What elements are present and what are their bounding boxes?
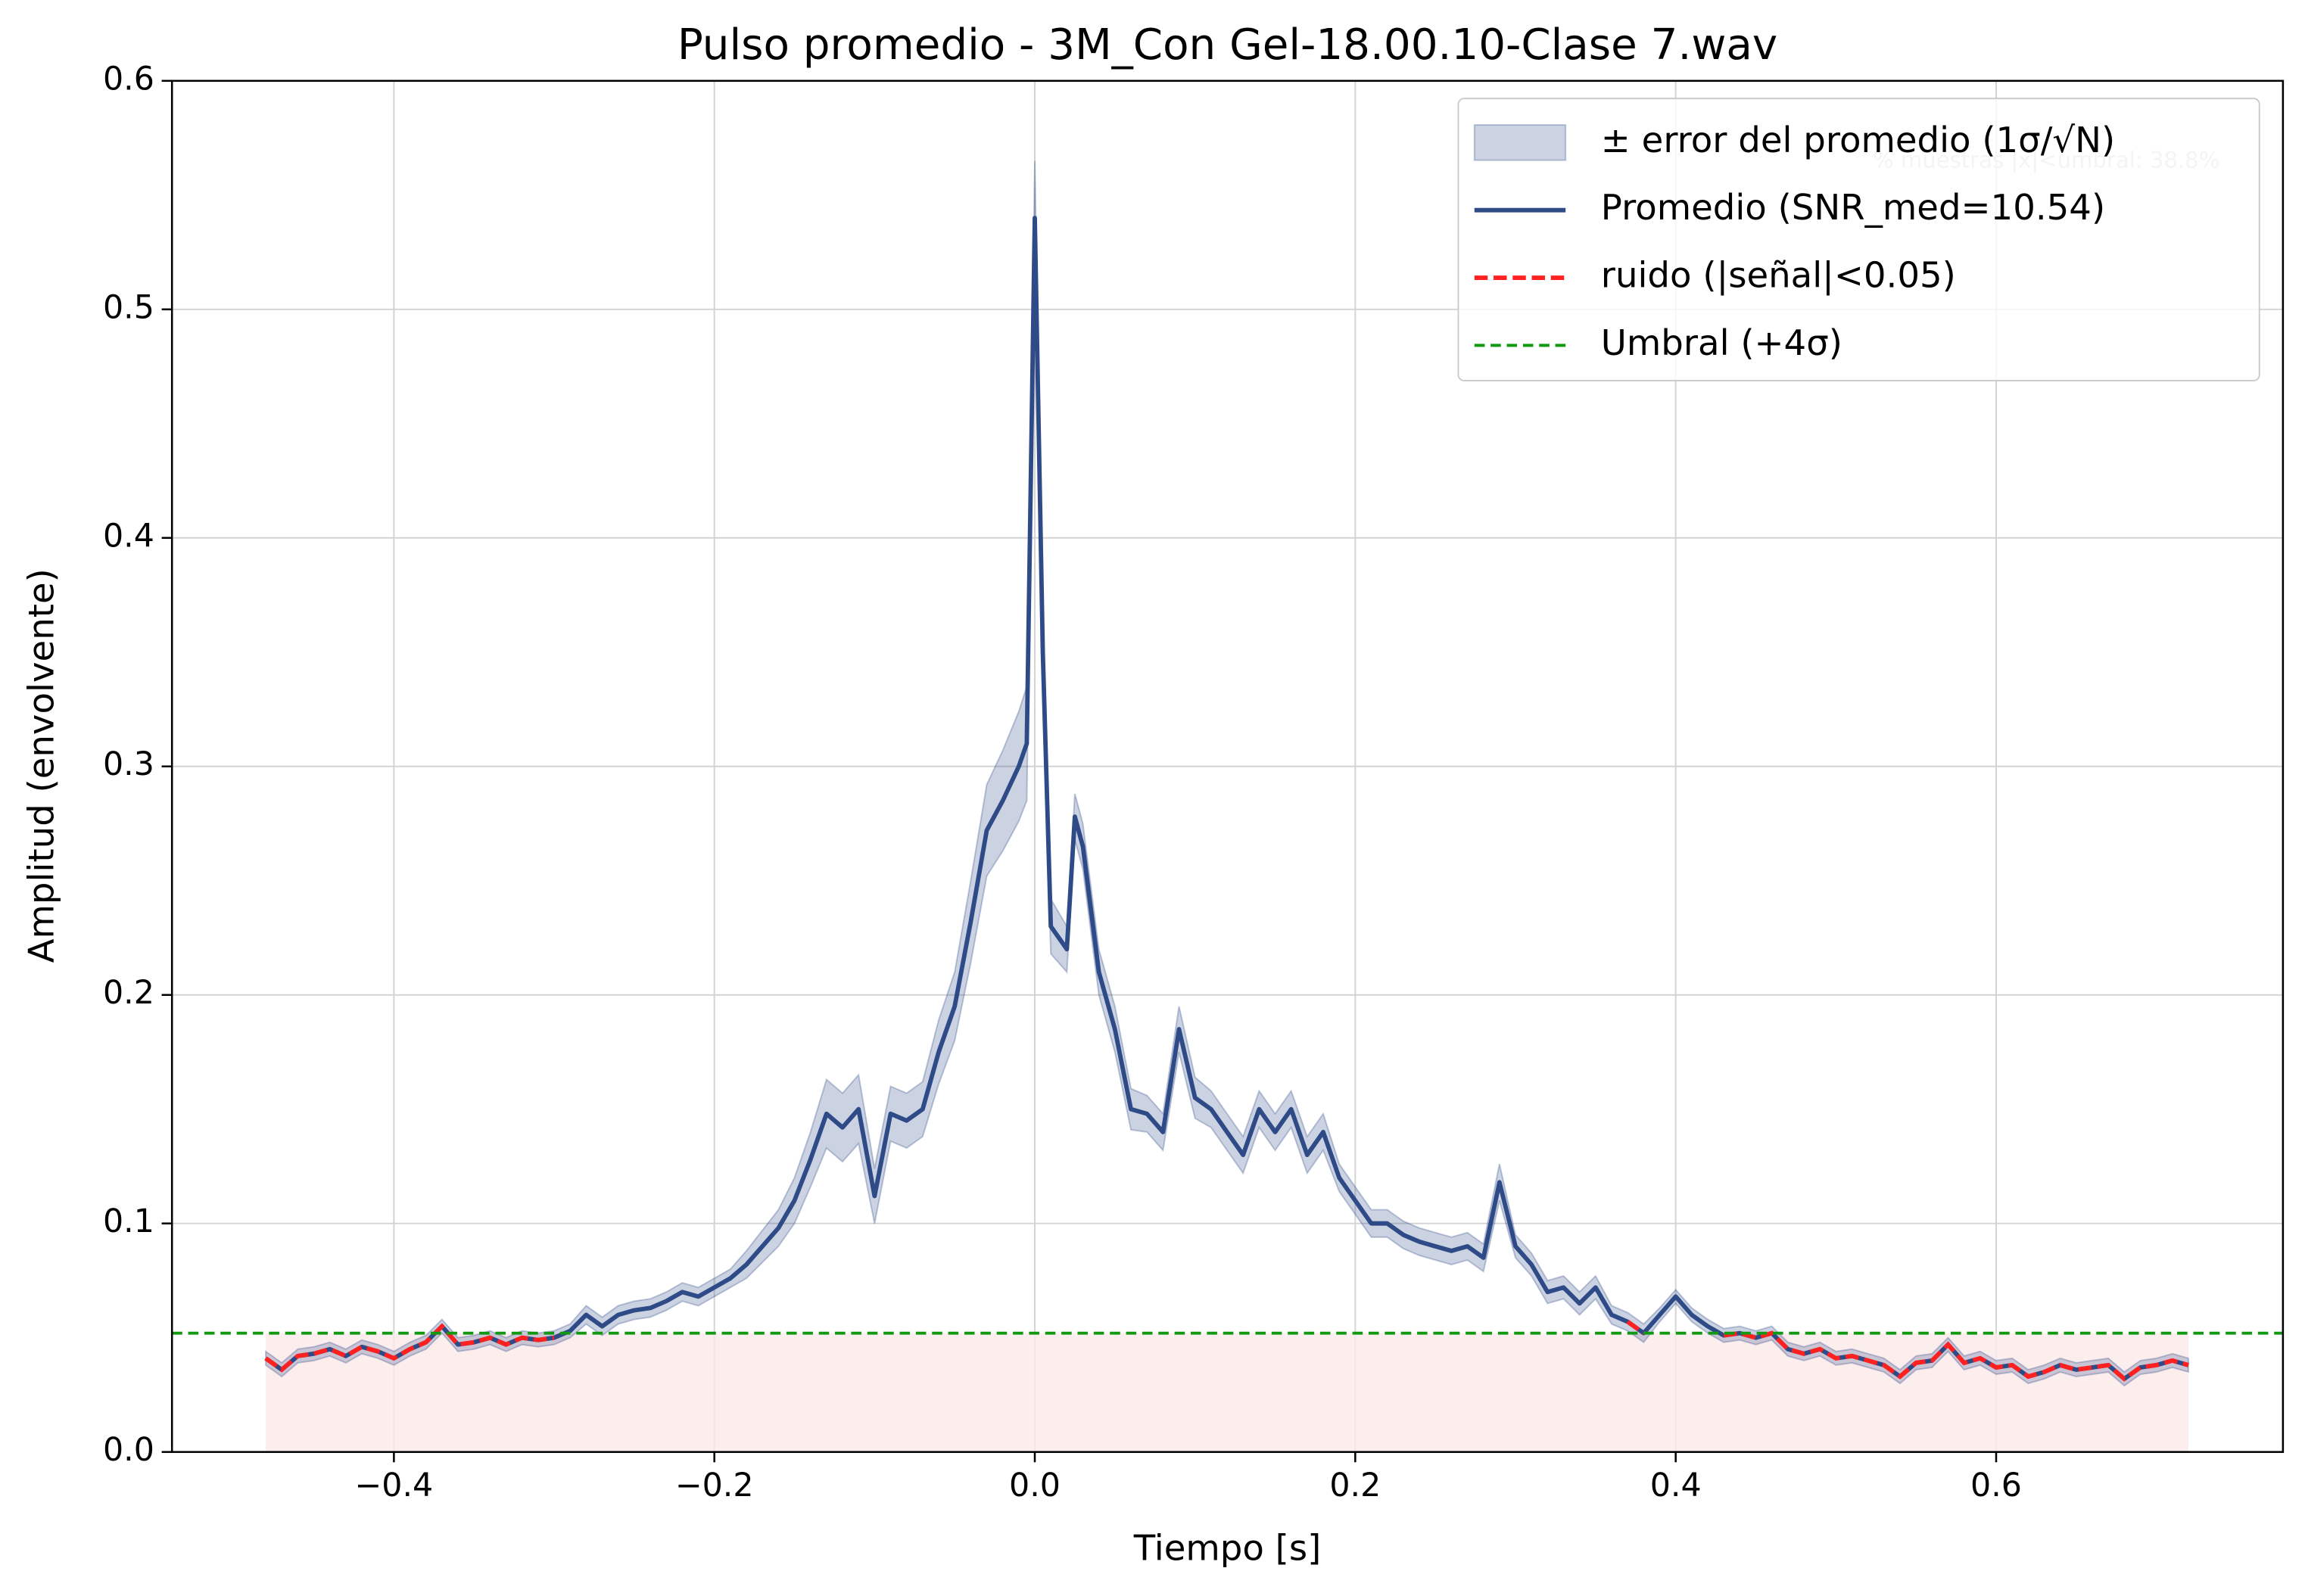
noise-line bbox=[264, 1320, 2189, 1382]
x-tick-label: 0.0 bbox=[1009, 1467, 1061, 1504]
y-tick-label: 0.5 bbox=[103, 288, 154, 326]
y-tick-label: 0.3 bbox=[103, 745, 154, 783]
x-axis-label: Tiempo [s] bbox=[1133, 1527, 1322, 1568]
legend: ± error del promedio (1σ/√N) Promedio (SN… bbox=[1457, 98, 2260, 381]
legend-swatch bbox=[1473, 124, 1567, 161]
legend-label: Promedio (SNR_med=10.54) bbox=[1601, 187, 2105, 228]
y-tick-label: 0.1 bbox=[103, 1202, 154, 1240]
x-tick-label: 0.4 bbox=[1650, 1467, 1702, 1504]
threshold-fill bbox=[266, 1333, 2188, 1452]
legend-label: Umbral (+4σ) bbox=[1601, 322, 1842, 363]
mean-line bbox=[264, 216, 2189, 1381]
y-tick-label: 0.6 bbox=[103, 60, 154, 98]
plot-area bbox=[172, 160, 2283, 1452]
y-axis-label: Amplitud (envolvente) bbox=[21, 568, 62, 963]
legend-box bbox=[1457, 98, 2260, 381]
chart-title: Pulso promedio - 3M_Con Gel-18.00.10-Cla… bbox=[677, 20, 1777, 70]
legend-label: ruido (|señal|<0.05) bbox=[1601, 255, 1956, 297]
legend-label: ± error del promedio (1σ/√N) bbox=[1601, 120, 2115, 160]
error-band bbox=[265, 160, 2189, 1387]
x-tick-label: 0.6 bbox=[1970, 1467, 2022, 1504]
x-tick-label: −0.2 bbox=[675, 1467, 754, 1504]
y-tick-label: 0.2 bbox=[103, 974, 154, 1012]
y-tick-label: 0.4 bbox=[103, 517, 154, 555]
ticks: −0.4 −0.2 0.0 0.2 0.4 0.6 0.0 0.1 0.2 0.3 0.4 0.5 0.… bbox=[103, 60, 2022, 1504]
x-tick-label: 0.2 bbox=[1329, 1467, 1381, 1504]
x-tick-label: −0.4 bbox=[354, 1467, 433, 1504]
y-tick-label: 0.0 bbox=[103, 1431, 154, 1469]
